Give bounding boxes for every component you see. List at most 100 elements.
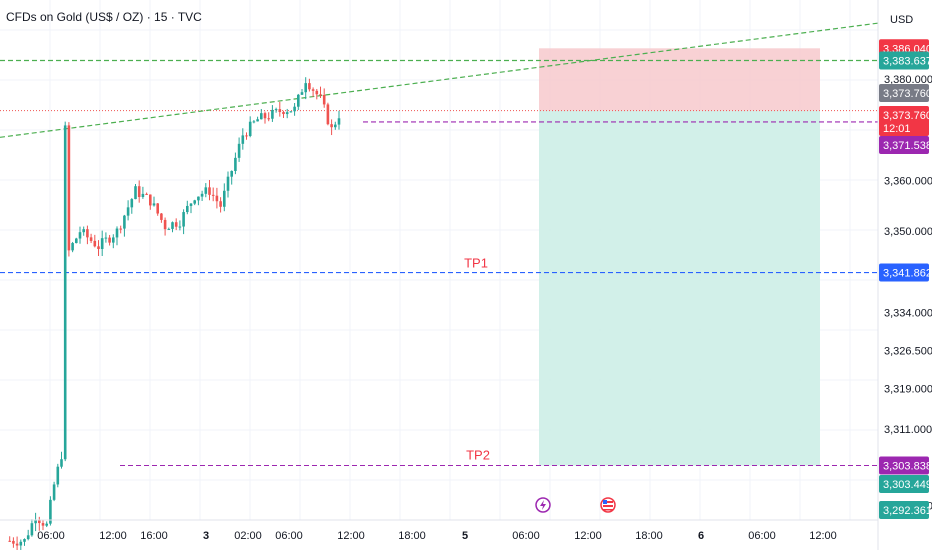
candle[interactable] — [156, 203, 159, 214]
candle[interactable] — [15, 543, 19, 546]
candle[interactable] — [223, 190, 226, 207]
candle[interactable] — [134, 186, 137, 200]
candle[interactable] — [160, 213, 163, 220]
candle[interactable] — [334, 124, 337, 128]
candle[interactable] — [82, 229, 85, 233]
candle[interactable] — [26, 535, 30, 540]
candle[interactable] — [149, 194, 152, 206]
currency-label: USD — [890, 14, 913, 26]
candle[interactable] — [271, 109, 274, 119]
candle[interactable] — [78, 232, 82, 239]
candle[interactable] — [319, 94, 322, 96]
candle[interactable] — [89, 237, 93, 241]
candle[interactable] — [241, 135, 245, 144]
candle[interactable] — [256, 119, 259, 122]
candle[interactable] — [167, 228, 171, 230]
candle[interactable] — [237, 143, 241, 158]
candle[interactable] — [252, 121, 256, 123]
candle[interactable] — [141, 193, 145, 198]
candle[interactable] — [63, 125, 67, 460]
candle[interactable] — [230, 170, 233, 177]
candle[interactable] — [34, 520, 37, 524]
price-tag-label: 3,303.838 — [883, 461, 932, 473]
candle[interactable] — [178, 226, 182, 228]
candle[interactable] — [49, 499, 52, 524]
x-tick-label: 06:00 — [748, 530, 776, 542]
candle[interactable] — [260, 113, 263, 120]
candle[interactable] — [108, 237, 111, 243]
candle[interactable] — [267, 118, 270, 120]
candle[interactable] — [274, 109, 278, 111]
candle[interactable] — [38, 520, 41, 524]
candle[interactable] — [293, 106, 296, 112]
trendline[interactable] — [0, 22, 879, 138]
candle[interactable] — [182, 212, 185, 227]
candle[interactable] — [100, 238, 104, 250]
candle[interactable] — [208, 187, 211, 195]
stop-loss-zone[interactable] — [539, 48, 820, 111]
candle[interactable] — [67, 125, 71, 251]
candle[interactable] — [200, 193, 204, 197]
candle[interactable] — [174, 222, 178, 227]
candle[interactable] — [97, 246, 100, 250]
candle[interactable] — [263, 113, 267, 119]
candle[interactable] — [330, 124, 333, 128]
candle[interactable] — [123, 215, 126, 229]
candle[interactable] — [145, 193, 148, 195]
candle[interactable] — [30, 523, 34, 536]
candle[interactable] — [75, 238, 78, 244]
candle[interactable] — [308, 83, 311, 90]
candle[interactable] — [193, 200, 196, 204]
candle[interactable] — [12, 540, 15, 544]
candle[interactable] — [60, 459, 63, 467]
candle[interactable] — [56, 466, 60, 485]
candle[interactable] — [130, 199, 134, 208]
candle[interactable] — [300, 92, 304, 95]
countdown-label: 12:01 — [883, 123, 911, 135]
candle[interactable] — [137, 186, 141, 198]
candle[interactable] — [152, 203, 156, 206]
y-tick-label: 3,326.500 — [884, 345, 932, 357]
candle[interactable] — [289, 111, 293, 113]
candle[interactable] — [52, 484, 56, 500]
candle[interactable] — [204, 187, 208, 194]
candle[interactable] — [278, 109, 282, 113]
candle[interactable] — [315, 90, 319, 95]
candle[interactable] — [297, 94, 300, 107]
candle[interactable] — [304, 83, 307, 93]
candle[interactable] — [19, 541, 23, 546]
candle[interactable] — [86, 229, 89, 238]
candle[interactable] — [211, 194, 215, 196]
candle[interactable] — [71, 243, 74, 251]
candle[interactable] — [245, 135, 248, 137]
candle[interactable] — [93, 240, 97, 247]
take-profit-zone[interactable] — [539, 110, 820, 466]
candle[interactable] — [104, 237, 108, 239]
candle[interactable] — [337, 118, 341, 125]
candle[interactable] — [119, 228, 122, 230]
candle[interactable] — [115, 228, 119, 238]
candle[interactable] — [234, 157, 237, 171]
candle[interactable] — [197, 196, 200, 201]
candle[interactable] — [45, 523, 48, 526]
candle[interactable] — [126, 207, 130, 216]
candle[interactable] — [326, 104, 330, 125]
candle[interactable] — [215, 195, 219, 202]
candle[interactable] — [186, 205, 189, 213]
candle[interactable] — [23, 539, 26, 542]
candle[interactable] — [219, 201, 222, 207]
candle[interactable] — [171, 222, 174, 229]
candle[interactable] — [282, 112, 285, 115]
candle[interactable] — [248, 121, 252, 136]
candle[interactable] — [41, 523, 45, 526]
candle[interactable] — [226, 176, 230, 191]
candle[interactable] — [8, 540, 11, 542]
candle[interactable] — [189, 203, 193, 206]
candle[interactable] — [311, 89, 315, 91]
candle[interactable] — [112, 237, 115, 243]
candle[interactable] — [285, 112, 289, 115]
candle[interactable] — [163, 219, 167, 230]
tp1-label: TP1 — [464, 256, 488, 271]
candle[interactable] — [322, 94, 326, 105]
